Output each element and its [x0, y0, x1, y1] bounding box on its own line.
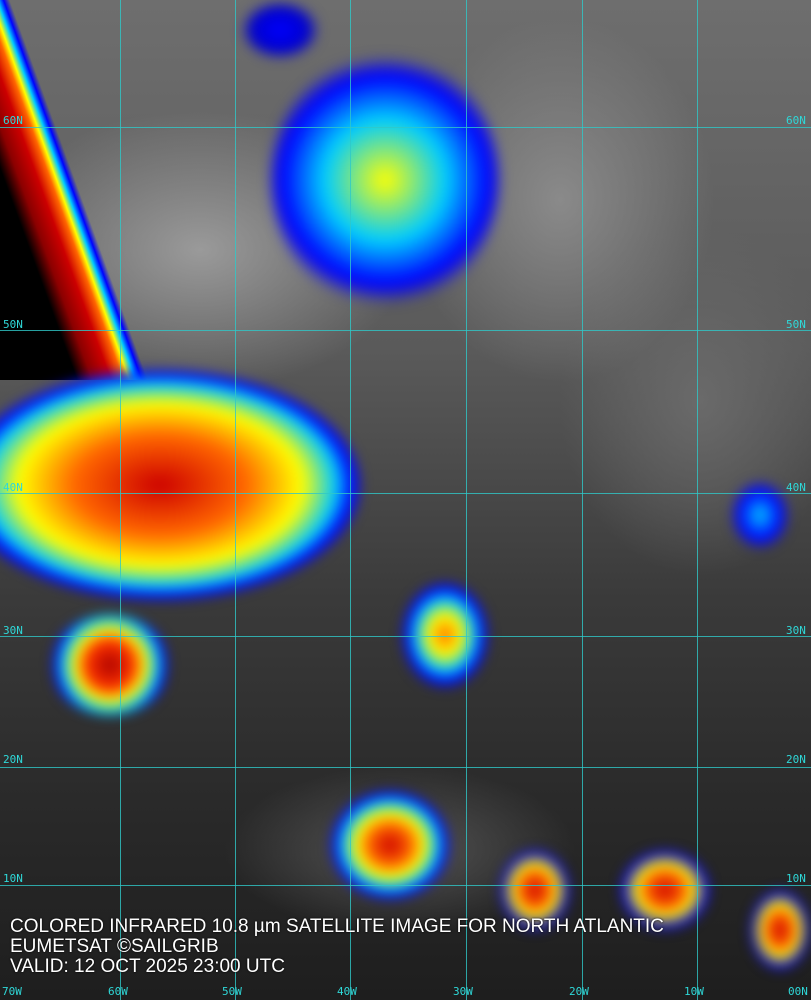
lat-label: 60N: [786, 114, 806, 127]
lon-label: 70W: [2, 985, 22, 998]
caption-valid-time: VALID: 12 OCT 2025 23:00 UTC: [10, 956, 285, 977]
parallel-10n: [0, 885, 811, 886]
cloud-cyclone-southwest: [50, 615, 170, 715]
parallel-30n: [0, 636, 811, 637]
lat-label: 30N: [3, 624, 23, 637]
caption-title: COLORED INFRARED 10.8 µm SATELLITE IMAGE…: [10, 916, 664, 937]
lon-label: 50W: [222, 985, 242, 998]
lon-label: 10W: [684, 985, 704, 998]
lon-label: 20W: [569, 985, 589, 998]
cloud-tropical-4: [750, 890, 810, 970]
meridian-60w: [120, 0, 121, 1000]
lon-label: 60W: [108, 985, 128, 998]
lon-label: 00N: [788, 985, 808, 998]
cloud-greenland: [240, 0, 320, 60]
lat-label: 50N: [786, 318, 806, 331]
cloud-tropical-2: [500, 850, 570, 930]
lat-label: 30N: [786, 624, 806, 637]
lat-label: 10N: [786, 872, 806, 885]
cloud-iberia: [730, 480, 790, 550]
lat-label: 20N: [786, 753, 806, 766]
lat-label: 40N: [3, 481, 23, 494]
meridian-30w: [466, 0, 467, 1000]
lon-label: 30W: [453, 985, 473, 998]
cloud-tropical-3: [620, 850, 710, 930]
parallel-60n: [0, 127, 811, 128]
lat-label: 40N: [786, 481, 806, 494]
parallel-20n: [0, 767, 811, 768]
caption-source: EUMETSAT ©SAILGRIB: [10, 936, 219, 957]
image-caption: COLORED INFRARED 10.8 µm SATELLITE IMAGE…: [10, 917, 664, 977]
parallel-50n: [0, 330, 811, 331]
meridian-40w: [350, 0, 351, 1000]
lon-label: 40W: [337, 985, 357, 998]
lat-label: 20N: [3, 753, 23, 766]
parallel-40n: [0, 493, 811, 494]
meridian-20w: [582, 0, 583, 1000]
cloud-band-west: [0, 370, 360, 600]
cloud-front: [400, 580, 490, 690]
cloud-tropical-1: [330, 790, 450, 900]
lat-label: 60N: [3, 114, 23, 127]
meridian-50w: [235, 0, 236, 1000]
cloud-storm-north: [270, 50, 500, 310]
meridian-10w: [697, 0, 698, 1000]
lat-label: 50N: [3, 318, 23, 331]
disk-edge: [0, 0, 170, 380]
lat-label: 10N: [3, 872, 23, 885]
